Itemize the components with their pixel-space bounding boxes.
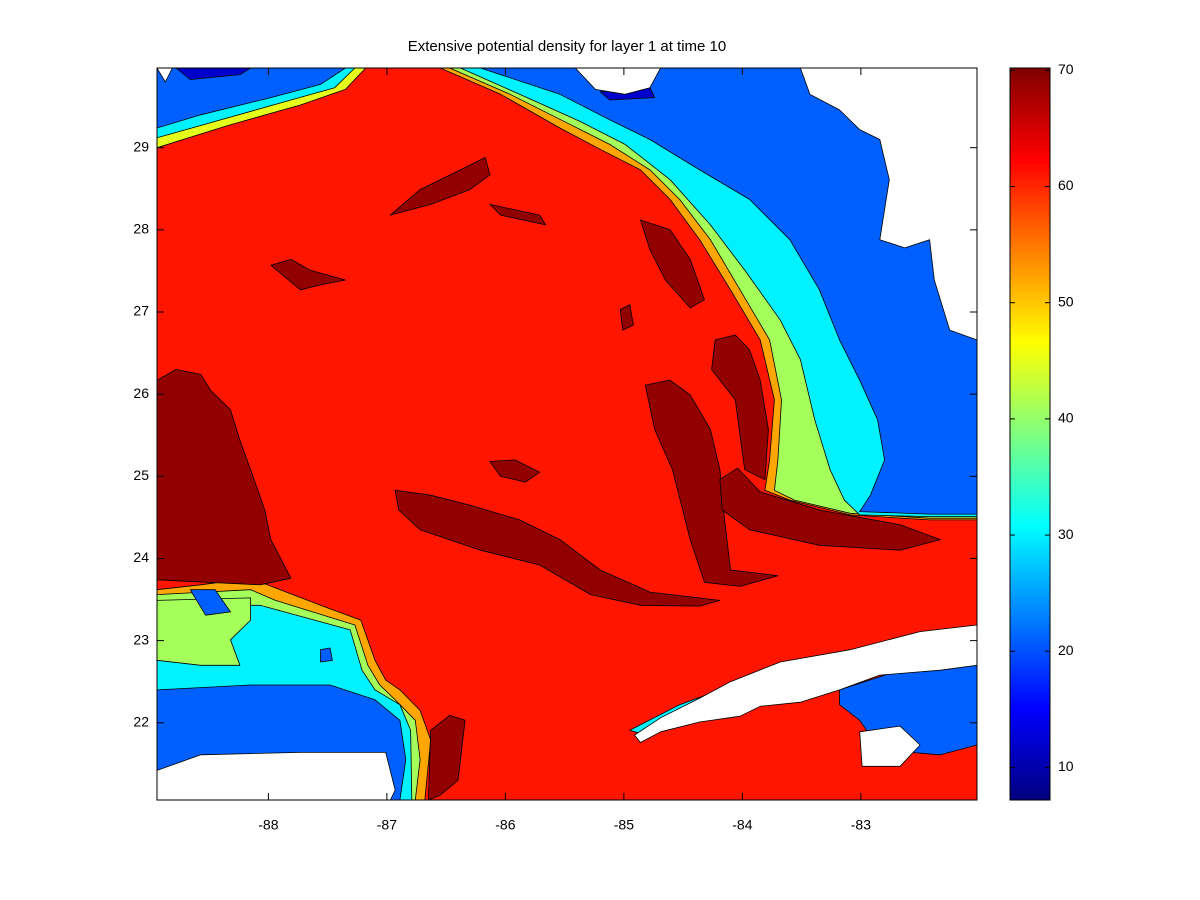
colorbar-tick-label: 10 bbox=[1058, 758, 1074, 774]
contour-region bbox=[619, 304, 634, 331]
x-tick-label: -88 bbox=[258, 817, 278, 833]
contour-region bbox=[719, 467, 941, 551]
x-tick-label: -83 bbox=[851, 817, 871, 833]
chart-title: Extensive potential density for layer 1 … bbox=[408, 38, 727, 55]
y-tick-label: 25 bbox=[133, 467, 149, 483]
contour-region bbox=[489, 203, 547, 226]
plot-area bbox=[157, 68, 977, 800]
y-tick-label: 24 bbox=[133, 549, 149, 565]
y-tick-label: 27 bbox=[133, 303, 149, 319]
x-tick-label: -85 bbox=[614, 817, 634, 833]
y-tick-label: 23 bbox=[133, 631, 149, 647]
contour-region bbox=[389, 157, 491, 216]
land bbox=[157, 752, 396, 800]
land bbox=[800, 68, 977, 341]
land bbox=[157, 68, 173, 83]
contour-region bbox=[711, 334, 769, 481]
x-tick-label: -87 bbox=[377, 817, 397, 833]
contour-region bbox=[480, 68, 977, 515]
contour-region bbox=[640, 219, 705, 309]
colorbar-tick-label: 70 bbox=[1058, 61, 1074, 77]
colorbar-tick-label: 20 bbox=[1058, 642, 1074, 658]
y-tick-label: 26 bbox=[133, 385, 149, 401]
colorbar bbox=[1009, 67, 1051, 801]
contour-region bbox=[270, 258, 346, 291]
contour-region bbox=[157, 597, 252, 666]
x-tick-label: -84 bbox=[732, 817, 752, 833]
x-tick-label: -86 bbox=[495, 817, 515, 833]
contour-region bbox=[157, 68, 346, 129]
contour-region bbox=[489, 459, 541, 483]
colorbar-tick-label: 30 bbox=[1058, 526, 1074, 542]
contour-region bbox=[644, 379, 779, 587]
land bbox=[634, 624, 977, 743]
colorbar-tick-label: 40 bbox=[1058, 410, 1074, 426]
contour-region bbox=[189, 589, 231, 616]
colorbar-tick-label: 50 bbox=[1058, 293, 1074, 309]
contour-region bbox=[427, 715, 466, 800]
land bbox=[859, 725, 921, 767]
contour-region bbox=[175, 68, 252, 80]
contour-region bbox=[320, 647, 333, 663]
land bbox=[574, 68, 661, 95]
y-tick-label: 22 bbox=[133, 713, 149, 729]
y-tick-label: 29 bbox=[133, 138, 149, 154]
axes-box bbox=[156, 67, 978, 801]
y-tick-label: 28 bbox=[133, 221, 149, 237]
contour-region bbox=[157, 369, 292, 586]
colorbar-tick-label: 60 bbox=[1058, 177, 1074, 193]
contour-region bbox=[394, 489, 721, 607]
